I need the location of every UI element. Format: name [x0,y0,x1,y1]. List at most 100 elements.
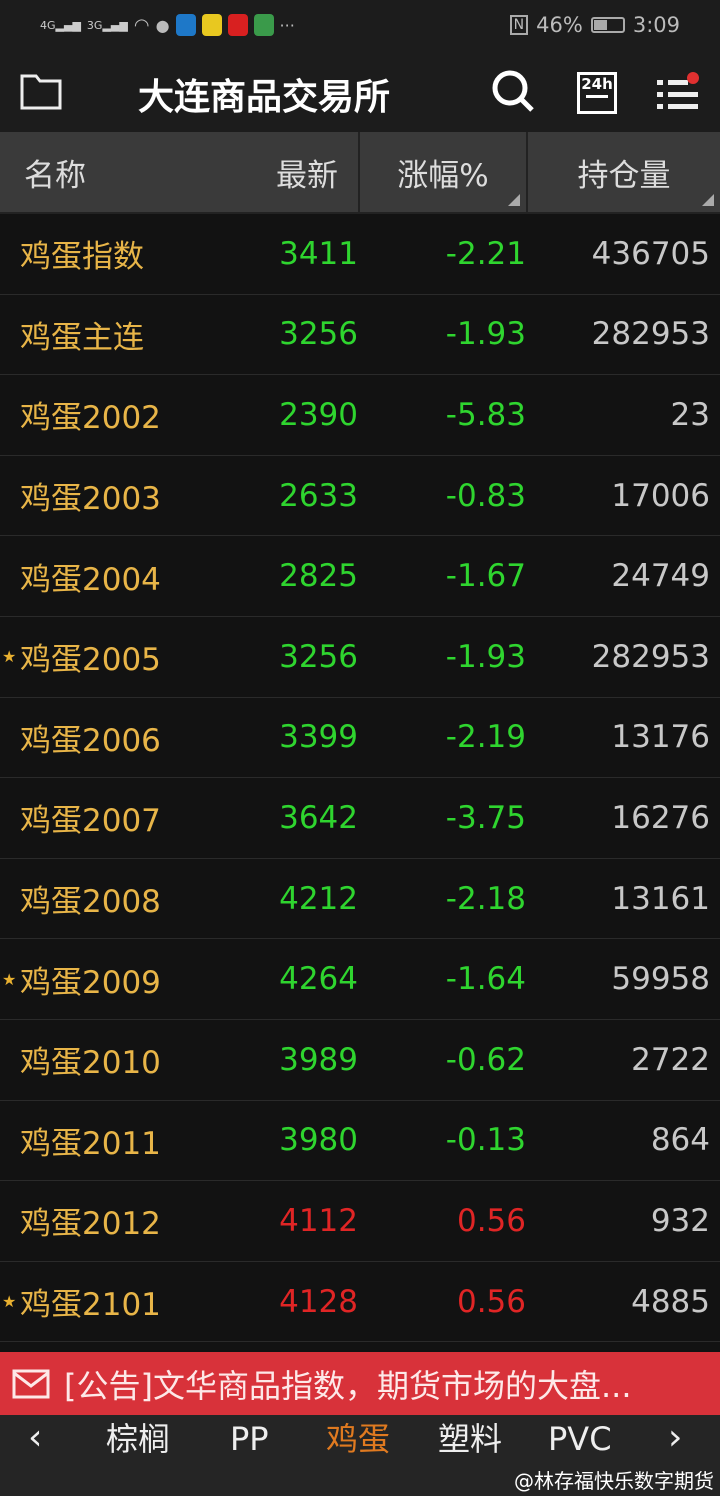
column-change[interactable]: 涨幅% [358,132,526,212]
last-price: 4112 [279,1202,358,1239]
wifi-icon: ◠ [133,14,150,36]
open-interest: 24749 [611,558,710,595]
tab-palm[interactable]: 棕榈 [106,1420,171,1458]
table-row[interactable]: 鸡蛋2010 3989 -0.62 2722 [0,1020,720,1101]
battery-icon [590,17,625,33]
contract-name: 鸡蛋2101 [20,1287,161,1324]
tab-plastic[interactable]: 塑料 [438,1420,503,1458]
announcement-ticker[interactable]: [公告]文华商品指数，期货市场的大盘... [0,1352,720,1415]
table-row[interactable]: 鸡蛋2012 4112 0.56 932 [0,1181,720,1262]
table-row[interactable]: 鸡蛋指数 3411 -2.21 436705 [0,214,720,295]
contract-name: 鸡蛋2005 [20,642,161,679]
watermark: @林存福快乐数字期货 [514,1469,714,1493]
contract-name: 鸡蛋2002 [20,400,161,437]
open-interest: 13161 [611,880,710,917]
table-row[interactable]: 鸡蛋2002 2390 -5.83 23 [0,375,720,456]
last-price: 4264 [279,961,358,998]
app-icon-yellow [201,14,222,36]
column-oi-label: 持仓量 [577,157,671,194]
contract-name: 鸡蛋2010 [20,1045,161,1082]
star-icon: ★ [2,1292,17,1312]
chevron-left-icon[interactable]: ‹ [28,1417,43,1458]
last-price: 2825 [279,558,358,595]
star-icon: ★ [2,647,17,667]
open-interest: 932 [650,1202,710,1239]
last-price: 3989 [279,1041,358,1078]
cell-signal-icon-2: 3G▂▄▆ [86,18,128,32]
column-header: 名称 最新 涨幅% 持仓量 [0,132,720,214]
network-type-2: 3G [86,18,103,32]
menu-list-icon[interactable] [655,70,701,114]
table-row[interactable]: 鸡蛋主连 3256 -1.93 282953 [0,295,720,376]
change-percent: -0.83 [445,477,526,514]
column-open-interest[interactable]: 持仓量 [526,132,720,212]
contract-name: 鸡蛋2011 [20,1125,161,1162]
last-price: 3411 [279,235,358,272]
open-interest: 2722 [631,1041,710,1078]
sort-icon [702,194,714,206]
cell-signal-icon: 4G▂▄▆ [40,18,81,32]
contract-name: 鸡蛋2008 [20,884,161,921]
contract-name: 鸡蛋指数 [20,239,144,276]
star-icon: ★ [2,969,17,989]
top-bar: 大连商品交易所 24h [0,50,720,132]
table-row[interactable]: ★ 鸡蛋2005 3256 -1.93 282953 [0,617,720,698]
change-percent: -3.75 [445,799,526,836]
change-percent: -0.62 [445,1041,526,1078]
folder-icon[interactable] [20,72,62,110]
search-icon[interactable] [490,68,536,114]
mail-icon [12,1369,50,1398]
tab-egg[interactable]: 鸡蛋 [326,1420,391,1458]
table-row[interactable]: 鸡蛋2011 3980 -0.13 864 [0,1101,720,1182]
sort-icon [508,194,520,206]
quote-list: 鸡蛋指数 3411 -2.21 436705 鸡蛋主连 3256 -1.93 282953 鸡蛋… [0,214,720,1354]
contract-name: 鸡蛋2009 [20,964,161,1001]
change-percent: -2.19 [445,719,526,756]
contract-name: 鸡蛋2007 [20,803,161,840]
change-percent: -2.18 [445,880,526,917]
change-percent: -2.21 [445,235,526,272]
table-row[interactable]: ★ 鸡蛋2101 4128 0.56 4885 [0,1262,720,1343]
change-percent: -0.13 [445,1122,526,1159]
table-row[interactable]: ★ 鸡蛋2009 4264 -1.64 59958 [0,939,720,1020]
last-price: 4128 [279,1283,358,1320]
table-row[interactable]: 鸡蛋2008 4212 -2.18 13161 [0,859,720,940]
open-interest: 17006 [611,477,710,514]
more-notifications-icon: ··· [279,15,295,35]
column-change-label: 涨幅% [397,157,489,194]
bottom-nav: ‹ 棕榈 PP 鸡蛋 塑料 PVC › @林存福快乐数字期货 [0,1415,720,1496]
announcement-text: [公告]文华商品指数，期货市场的大盘... [64,1366,632,1405]
table-row[interactable]: 鸡蛋2006 3399 -2.19 13176 [0,698,720,779]
news-24h-icon[interactable]: 24h [577,72,617,114]
open-interest: 16276 [611,799,710,836]
last-price: 3399 [279,719,358,756]
network-type: 4G [40,18,56,32]
table-row[interactable]: 鸡蛋2003 2633 -0.83 17006 [0,456,720,537]
last-price: 3642 [279,799,358,836]
tab-pp[interactable]: PP [230,1420,269,1458]
last-price: 4212 [279,880,358,917]
contract-name: 鸡蛋2006 [20,722,161,759]
column-last[interactable]: 最新 [276,157,338,194]
tab-pvc[interactable]: PVC [548,1420,612,1458]
change-percent: -1.67 [445,558,526,595]
table-row[interactable]: 鸡蛋2004 2825 -1.67 24749 [0,536,720,617]
wechat-icon: ● [155,15,170,35]
change-percent: -1.93 [445,638,526,675]
app-icon-green [253,14,274,36]
open-interest: 864 [650,1122,710,1159]
change-percent: -1.64 [445,961,526,998]
clock: 3:09 [632,13,680,37]
app-icon-red [227,14,248,36]
change-percent: -1.93 [445,316,526,353]
open-interest: 59958 [611,961,710,998]
status-bar: 4G▂▄▆ 3G▂▄▆ ◠ ● ··· N 46% 3:09 [0,0,720,50]
open-interest: 436705 [591,235,710,272]
table-row[interactable]: 鸡蛋2007 3642 -3.75 16276 [0,778,720,859]
change-percent: 0.56 [456,1283,526,1320]
last-price: 3256 [279,638,358,675]
battery-percent: 46% [536,13,583,37]
chevron-right-icon[interactable]: › [668,1417,683,1458]
last-price: 2633 [279,477,358,514]
column-name[interactable]: 名称 [24,157,86,194]
